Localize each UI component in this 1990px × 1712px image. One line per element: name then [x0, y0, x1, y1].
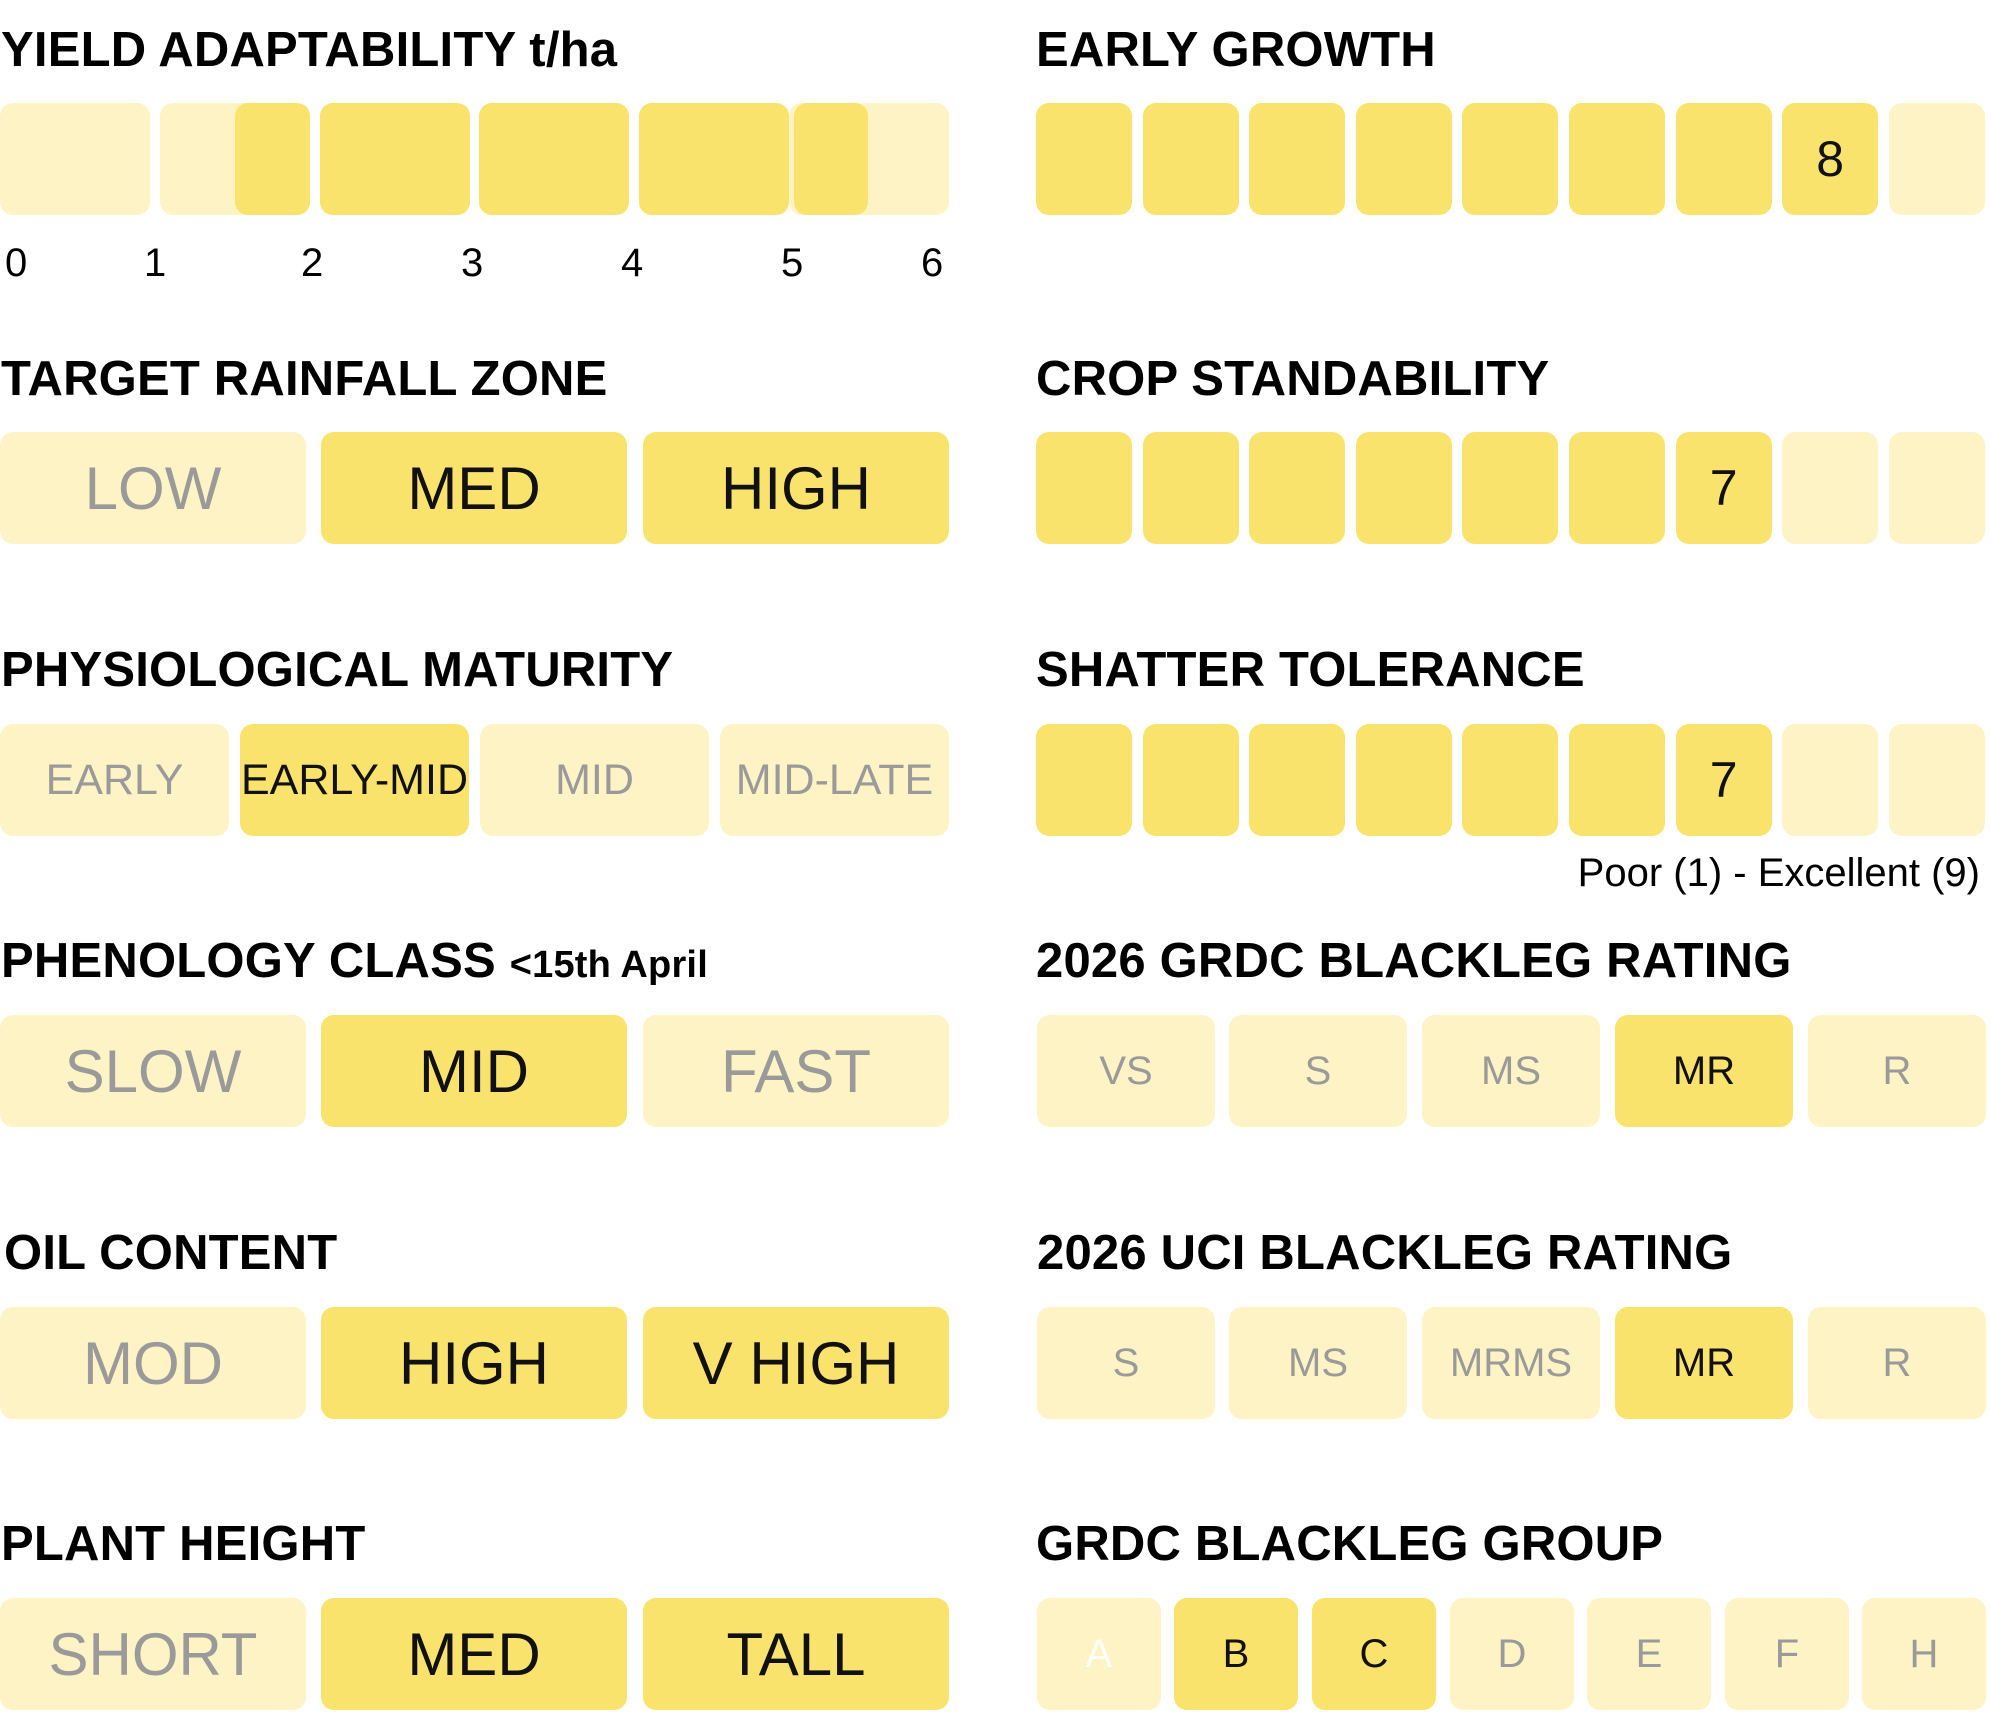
height-option-med: MED [321, 1598, 627, 1710]
yield-tick-2: 2 [301, 241, 324, 285]
rainfall-option-med: MED [321, 432, 627, 544]
early-growth-score-box-7 [1675, 103, 1772, 215]
early-growth-score-box-4 [1355, 103, 1452, 215]
shatter-score-box-5 [1462, 724, 1559, 836]
uci-rating-option-r: R [1808, 1307, 1986, 1419]
yield-adaptability-bar [0, 103, 949, 215]
early-growth-score-box-9 [1888, 103, 1985, 215]
shatter-score-box-8 [1782, 724, 1879, 836]
rainfall-option-high: HIGH [643, 432, 949, 544]
grdc-rating-option-vs: VS [1037, 1015, 1215, 1127]
standability-score-box-9 [1888, 432, 1985, 544]
early-growth-score-box-2 [1142, 103, 1239, 215]
phenology-option-mid: MID [321, 1015, 627, 1127]
oil-content-title: OIL CONTENT [4, 1226, 338, 1280]
maturity-option-early: EARLY [0, 724, 229, 836]
yield-tick-5: 5 [781, 241, 804, 285]
shatter-score-box-6 [1569, 724, 1665, 836]
yield-tick-0: 0 [5, 241, 28, 285]
rainfall-option-low: LOW [0, 432, 306, 544]
height-option-short: SHORT [0, 1598, 306, 1710]
yield-tick-3: 3 [461, 241, 484, 285]
uci-rating-option-mrms: MRMS [1422, 1307, 1600, 1419]
phenology-option-fast: FAST [643, 1015, 949, 1127]
standability-score-box-8 [1782, 432, 1879, 544]
standability-score-box-7: 7 [1675, 432, 1772, 544]
phenology-title: PHENOLOGY CLASS <15th April [1, 937, 708, 986]
yield-range-part-1 [235, 103, 310, 215]
maturity-title: PHYSIOLOGICAL MATURITY [1, 643, 674, 697]
grdc-rating-option-r: R [1808, 1015, 1986, 1127]
maturity-option-mid-late: MID-LATE [720, 724, 949, 836]
blackleg-group-option-c: C [1312, 1598, 1436, 1710]
blackleg-group-option-b: B [1174, 1598, 1298, 1710]
plant-height-title: PLANT HEIGHT [1, 1517, 366, 1571]
yield-segment-1 [0, 103, 150, 215]
blackleg-group-option-f: F [1725, 1598, 1849, 1710]
uci-rating-option-s: S [1037, 1307, 1215, 1419]
yield-tick-1: 1 [144, 241, 167, 285]
yield-range-part-5 [794, 103, 868, 215]
yield-adaptability-title: YIELD ADAPTABILITY t/ha [1, 23, 618, 77]
maturity-option-mid: MID [480, 724, 709, 836]
yield-range-part-2 [320, 103, 470, 215]
uci-rating-option-mr: MR [1615, 1307, 1793, 1419]
blackleg-group-option-h: H [1862, 1598, 1986, 1710]
oil-option-high: HIGH [321, 1307, 627, 1419]
standability-score-box-3 [1249, 432, 1346, 544]
grdc-blackleg-group-title: GRDC BLACKLEG GROUP [1036, 1517, 1664, 1571]
shatter-scale-note: Poor (1) - Excellent (9) [1577, 851, 1980, 895]
shatter-score-box-4 [1355, 724, 1452, 836]
rainfall-zone-title: TARGET RAINFALL ZONE [1, 352, 608, 406]
grdc-rating-option-s: S [1229, 1015, 1407, 1127]
grdc-rating-option-mr: MR [1615, 1015, 1793, 1127]
phenology-title-suffix: <15th April [509, 944, 708, 986]
early-growth-title: EARLY GROWTH [1036, 23, 1436, 77]
shatter-score-box-3 [1249, 724, 1346, 836]
maturity-option-early-mid: EARLY-MID [240, 724, 469, 836]
standability-score-box-1 [1036, 432, 1132, 544]
standability-score-box-2 [1142, 432, 1239, 544]
oil-option-v-high: V HIGH [643, 1307, 949, 1419]
standability-score-box-4 [1355, 432, 1452, 544]
phenology-title-text: PHENOLOGY CLASS [1, 934, 496, 988]
grdc-blackleg-rating-title: 2026 GRDC BLACKLEG RATING [1036, 934, 1792, 988]
shatter-score-box-7: 7 [1675, 724, 1772, 836]
phenology-option-slow: SLOW [0, 1015, 306, 1127]
crop-standability-title: CROP STANDABILITY [1036, 352, 1550, 406]
standability-score-box-6 [1569, 432, 1665, 544]
yield-tick-6: 6 [921, 241, 944, 285]
shatter-tolerance-title: SHATTER TOLERANCE [1036, 643, 1585, 697]
early-growth-score-box-1 [1036, 103, 1132, 215]
shatter-score-box-1 [1036, 724, 1132, 836]
blackleg-group-option-d: D [1450, 1598, 1574, 1710]
early-growth-score-box-3 [1249, 103, 1346, 215]
blackleg-group-option-e: E [1587, 1598, 1711, 1710]
early-growth-score-box-5 [1462, 103, 1559, 215]
shatter-score-box-2 [1142, 724, 1239, 836]
oil-option-mod: MOD [0, 1307, 306, 1419]
yield-range-part-3 [479, 103, 629, 215]
uci-blackleg-rating-title: 2026 UCI BLACKLEG RATING [1037, 1226, 1733, 1280]
early-growth-score-box-8: 8 [1782, 103, 1879, 215]
uci-rating-option-ms: MS [1229, 1307, 1407, 1419]
yield-range-part-4 [639, 103, 789, 215]
shatter-score-box-9 [1888, 724, 1985, 836]
grdc-rating-option-ms: MS [1422, 1015, 1600, 1127]
standability-score-box-5 [1462, 432, 1559, 544]
blackleg-group-option-a: A [1037, 1598, 1161, 1710]
early-growth-score-box-6 [1569, 103, 1665, 215]
yield-tick-4: 4 [621, 241, 644, 285]
height-option-tall: TALL [643, 1598, 949, 1710]
